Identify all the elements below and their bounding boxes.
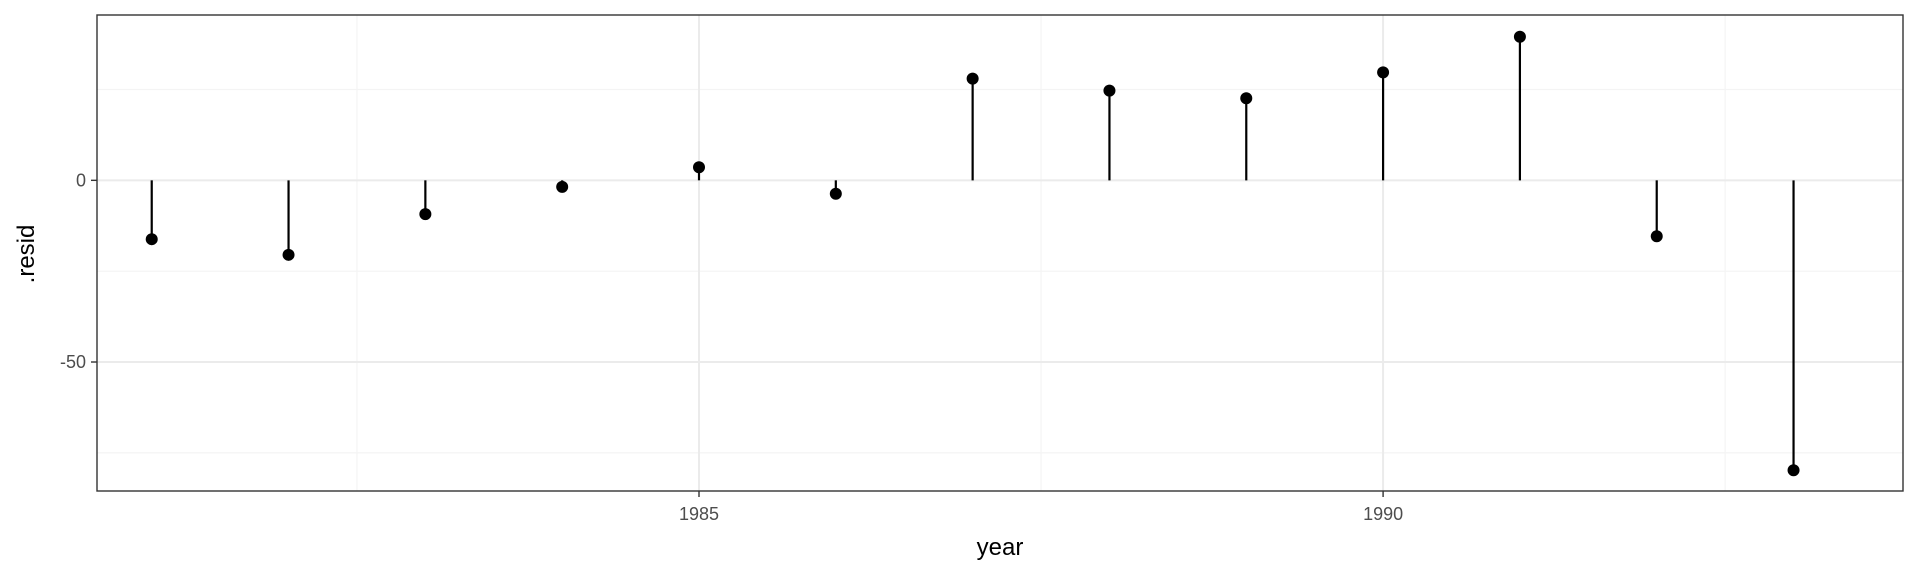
residual-point <box>1650 230 1663 243</box>
y-axis-title: .resid <box>13 225 40 284</box>
residual-point <box>693 161 705 174</box>
residual-point <box>1513 30 1526 43</box>
residual-point <box>829 187 842 200</box>
residual-point <box>145 233 158 246</box>
x-axis-title: year <box>977 534 1024 561</box>
residual-points <box>145 30 1800 477</box>
y-tick-label: 0 <box>76 170 86 190</box>
residual-point <box>1377 66 1390 79</box>
x-tick-label: 1985 <box>679 504 719 524</box>
x-tick-label: 1990 <box>1363 504 1403 524</box>
panel-border <box>96 14 1904 492</box>
residual-point <box>1103 84 1116 97</box>
residual-point <box>556 180 569 193</box>
major-gridlines <box>97 15 1903 491</box>
residual-point <box>419 208 432 221</box>
residual-stems <box>150 36 1795 471</box>
residual-point <box>966 72 979 85</box>
residual-point <box>1240 92 1253 105</box>
y-axis-ticks: -50 0 <box>60 170 97 372</box>
y-tick-label: -50 <box>60 352 86 372</box>
residual-point <box>282 248 295 261</box>
minor-gridlines <box>97 15 1903 491</box>
x-axis-ticks: 1985 1990 <box>679 491 1403 524</box>
residual-point <box>1787 464 1800 477</box>
